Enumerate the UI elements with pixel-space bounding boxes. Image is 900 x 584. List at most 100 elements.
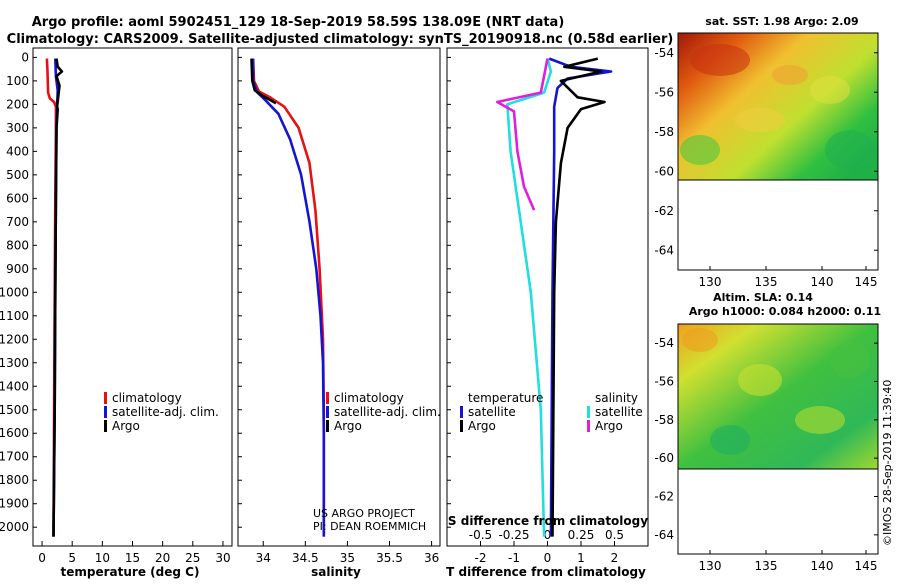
map-x-tick-label: 130 bbox=[699, 275, 722, 289]
salinity-x-ticks: 34 34.5 35 35.5 36 bbox=[256, 541, 439, 565]
sla-map-frame bbox=[677, 323, 879, 555]
difference-series bbox=[496, 57, 613, 537]
legend-label-sal-satellite: satellite bbox=[595, 405, 643, 419]
x2-tick-label: -0.25 bbox=[498, 528, 529, 542]
difference-x-ticks: -2 -1 0 1 2 bbox=[475, 541, 619, 565]
x-tick-label: 10 bbox=[95, 551, 110, 565]
legend-label-satellite: satellite-adj. clim. bbox=[334, 405, 441, 419]
x-tick-label: 35 bbox=[340, 551, 355, 565]
difference-panel-frame bbox=[446, 47, 649, 547]
depth-tick-label: 200 bbox=[6, 97, 29, 111]
legend-swatch-argo bbox=[326, 420, 329, 432]
x-tick-label: 20 bbox=[155, 551, 170, 565]
depth-axis: 0 100 200 300 400 500 600 700 800 900 1000 1100 1200… bbox=[0, 50, 451, 534]
temperature-xlabel: temperature (deg C) bbox=[61, 565, 200, 579]
x-tick-label: 0 bbox=[38, 551, 46, 565]
map-x-tick-label: 145 bbox=[855, 559, 878, 573]
depth-tick-label: 0 bbox=[21, 50, 29, 64]
legend-swatch-temp-argo bbox=[460, 420, 463, 432]
x-tick-label: 5 bbox=[68, 551, 76, 565]
map-y-tick-label: -56 bbox=[654, 85, 674, 99]
map-y-tick-label: -64 bbox=[654, 528, 674, 542]
series-line-satellite-adj-clim- bbox=[251, 58, 326, 537]
map-x-tick-label: 140 bbox=[811, 559, 834, 573]
project-annotation: US ARGO PROJECT bbox=[313, 507, 415, 520]
x2-tick-label: -0.5 bbox=[469, 528, 492, 542]
legend-swatch-temp-satellite bbox=[460, 406, 463, 418]
map-x-tick-label: 135 bbox=[755, 275, 778, 289]
depth-tick-label: 600 bbox=[6, 191, 29, 205]
sst-map-title: sat. SST: 1.98 Argo: 2.09 bbox=[705, 15, 858, 28]
sla-missing-area bbox=[678, 469, 878, 554]
map-y-tick-label: -60 bbox=[654, 164, 674, 178]
sla-map: Altim. SLA: 0.14 Argo h1000: 0.084 h2000… bbox=[654, 291, 881, 573]
legend-label-climatology: climatology bbox=[334, 391, 404, 405]
series-line-salinity-satellite bbox=[506, 58, 553, 537]
legend-label-satellite: satellite-adj. clim. bbox=[112, 405, 219, 419]
depth-tick-label: 100 bbox=[6, 74, 29, 88]
legend-swatch-sal-argo bbox=[587, 420, 590, 432]
legend-title-salinity: salinity bbox=[595, 391, 638, 405]
x-tick-label: -2 bbox=[475, 551, 487, 565]
sst-map-ticks: -54 -56 -58 -60 -62 -64 130 135 140 145 bbox=[654, 46, 878, 289]
map-y-tick-label: -54 bbox=[654, 46, 674, 60]
depth-tick-label: 1000 bbox=[0, 285, 29, 299]
depth-tick-label: 1400 bbox=[0, 379, 29, 393]
depth-tick-label: 1500 bbox=[0, 403, 29, 417]
salinity-series bbox=[250, 58, 326, 537]
x-tick-label: 25 bbox=[185, 551, 200, 565]
temperature-panel-frame bbox=[32, 47, 233, 547]
map-y-tick-label: -62 bbox=[654, 490, 674, 504]
map-x-tick-label: 130 bbox=[699, 559, 722, 573]
sst-map-frame bbox=[677, 32, 879, 271]
x-tick-label: 35.5 bbox=[376, 551, 403, 565]
sla-map-title-1: Altim. SLA: 0.14 bbox=[713, 291, 813, 304]
depth-tick-label: 1200 bbox=[0, 332, 29, 346]
legend-swatch-sal-satellite bbox=[587, 406, 590, 418]
legend-label-temp-satellite: satellite bbox=[468, 405, 516, 419]
x-tick-label: 30 bbox=[215, 551, 230, 565]
legend-label-climatology: climatology bbox=[112, 391, 182, 405]
depth-tick-label: 1900 bbox=[0, 497, 29, 511]
depth-tick-label: 800 bbox=[6, 238, 29, 252]
pi-annotation: PI: DEAN ROEMMICH bbox=[313, 520, 426, 533]
x-tick-label: 34.5 bbox=[292, 551, 319, 565]
x2-tick-label: 0.5 bbox=[605, 528, 624, 542]
series-line-climatology bbox=[251, 58, 326, 537]
map-x-tick-label: 135 bbox=[755, 559, 778, 573]
map-y-tick-label: -58 bbox=[654, 413, 674, 427]
salinity-panel-frame bbox=[237, 47, 441, 547]
sla-map-ticks: -54 -56 -58 -60 -62 -64 130 135 140 145 bbox=[654, 336, 878, 573]
legend-label-sal-argo: Argo bbox=[595, 419, 623, 433]
depth-tick-label: 400 bbox=[6, 144, 29, 158]
salinity-difference-x-ticks: -0.5 -0.25 0 0.25 0.5 bbox=[469, 528, 624, 542]
depth-tick-label: 300 bbox=[6, 121, 29, 135]
x-tick-label: 34 bbox=[256, 551, 271, 565]
series-line-argo bbox=[52, 58, 64, 537]
legend-label-temp-argo: Argo bbox=[468, 419, 496, 433]
temperature-legend: climatology satellite-adj. clim. Argo bbox=[104, 391, 219, 433]
salinity-xlabel: salinity bbox=[311, 565, 361, 579]
legend-title-temperature: temperature bbox=[468, 391, 543, 405]
legend-swatch-satellite bbox=[326, 406, 329, 418]
legend-swatch-argo bbox=[104, 420, 107, 432]
temperature-series bbox=[45, 58, 64, 537]
map-y-tick-label: -58 bbox=[654, 125, 674, 139]
x-tick-label: 15 bbox=[125, 551, 140, 565]
depth-tick-label: 900 bbox=[6, 262, 29, 276]
map-y-tick-label: -56 bbox=[654, 375, 674, 389]
depth-tick-label: 1600 bbox=[0, 426, 29, 440]
map-y-tick-label: -54 bbox=[654, 336, 674, 350]
depth-tick-label: 700 bbox=[6, 215, 29, 229]
series-line-salinity-argo bbox=[496, 58, 549, 211]
x-tick-label: 0 bbox=[544, 551, 552, 565]
x2-tick-label: 0 bbox=[544, 528, 552, 542]
legend-label-argo: Argo bbox=[334, 419, 362, 433]
x-tick-label: -1 bbox=[508, 551, 520, 565]
legend-swatch-climatology bbox=[104, 392, 107, 404]
salinity-legend: climatology satellite-adj. clim. Argo US… bbox=[313, 391, 441, 533]
x-tick-label: 2 bbox=[611, 551, 619, 565]
x-tick-label: 1 bbox=[577, 551, 585, 565]
